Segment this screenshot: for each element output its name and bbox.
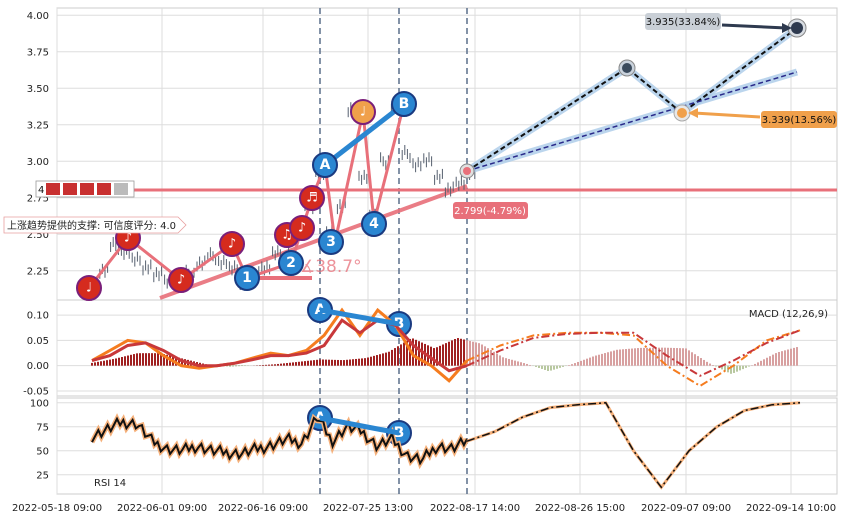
y-tick-label: 0.00 (27, 361, 49, 372)
y-tick-label: 75 (36, 422, 49, 433)
trend-label-text: 上涨趋势提供的支撑: 可信度评分: 4.0 (7, 219, 176, 232)
wave-marker (391, 91, 417, 117)
wave-marker (278, 250, 304, 276)
note-marker-glyph: ♪ (228, 237, 236, 252)
callout-mid: 3.339(13.56%) (688, 108, 837, 128)
note-marker (168, 267, 194, 293)
note-marker (350, 99, 376, 125)
callout-low: 2.799(-4.79%) (453, 202, 528, 219)
wave-marker-label: B (399, 96, 410, 112)
y-tick-label: 3.25 (27, 120, 49, 131)
trend-line (159, 184, 468, 300)
macd-title: MACD (12,26,9) (749, 309, 828, 320)
note-marker (219, 231, 245, 257)
wave-marker-label: 2 (286, 255, 296, 271)
x-tick-label: 2022-05-18 09:00 (12, 503, 102, 514)
y-tick-label: 0.10 (27, 311, 49, 322)
note-marker-glyph: ♪ (177, 273, 185, 288)
price-panel (56, 7, 838, 301)
y-tick-label: 25 (36, 470, 49, 481)
y-tick-label: 3.00 (27, 157, 49, 168)
macd-forecast-line (466, 329, 801, 388)
forecast-dark-upper (466, 27, 798, 172)
support-label: 4 (35, 180, 135, 198)
note-marker-glyph: ♪ (298, 221, 306, 236)
y-tick-label: -0.05 (23, 386, 49, 397)
x-tick-label: 2022-06-16 09:00 (218, 503, 308, 514)
y-tick-label: 50 (36, 446, 49, 457)
note-marker-glyph: ♩ (86, 281, 92, 296)
wave-marker-label: 4 (369, 216, 379, 232)
note-marker (76, 275, 102, 301)
wave-marker (318, 229, 344, 255)
price-drawings (57, 18, 837, 300)
x-tick-label: 2022-09-14 10:00 (746, 503, 836, 514)
rsi-ab-line (319, 415, 400, 436)
wave-marker-label: A (320, 157, 331, 173)
macd-ab-line (319, 307, 400, 327)
wave-marker-label: 3 (326, 234, 336, 250)
note-marker-glyph: ♬ (306, 191, 318, 206)
callout-low-text: 2.799(-4.79%) (454, 206, 526, 217)
note-marker-glyph: ♩ (360, 105, 366, 120)
wave-marker (234, 265, 260, 291)
forecast-dark-lower (466, 71, 798, 172)
wave-ab-line (323, 102, 406, 167)
x-tick-label: 2022-09-07 09:00 (641, 503, 731, 514)
callout-top-text: 3.935(33.84%) (646, 17, 721, 28)
wave-marker-label: 1 (242, 270, 252, 286)
callout-top: 3.935(33.84%) (645, 13, 792, 33)
macd-signal-line (91, 318, 468, 373)
note-marker (289, 215, 315, 241)
y-tick-label: 3.50 (27, 84, 49, 95)
y-tick-label: 0.05 (27, 336, 49, 347)
angle-label: ∡38.7° (300, 257, 362, 277)
y-tick-label: 2.25 (27, 266, 49, 277)
y-tick-label: 2.75 (27, 193, 49, 204)
x-tick-label: 2022-06-01 09:00 (117, 503, 207, 514)
x-tick-labels: 2022-05-18 09:00 2022-06-01 09:00 2022-06-… (12, 503, 836, 514)
x-tick-label: 2022-07-25 13:00 (323, 503, 413, 514)
note-marker-glyph: ♫ (281, 228, 293, 243)
wave-marker (361, 211, 387, 237)
x-tick-label: 2022-08-26 15:00 (535, 503, 625, 514)
svg-text:4: 4 (38, 185, 44, 196)
x-tick-label: 2022-08-17 14:00 (430, 503, 520, 514)
y-tick-label: 100 (30, 398, 49, 409)
rsi-forecast-line (466, 402, 801, 489)
y-tick-labels: 2.25 2.50 2.75 3.00 3.25 3.50 3.75 4.00 0.10 0.05… (23, 11, 49, 481)
trend-label: 上涨趋势提供的支撑: 可信度评分: 4.0 (3, 216, 187, 234)
note-marker (299, 185, 325, 211)
callout-mid-text: 3.339(13.56%) (762, 115, 837, 126)
y-tick-label: 3.75 (27, 47, 49, 58)
y-tick-label: 4.00 (27, 11, 49, 22)
wave-marker (312, 152, 338, 178)
note-marker-glyph: ♪ (124, 231, 132, 246)
macd-signal-forecast-line (466, 329, 801, 377)
rsi-line (91, 416, 468, 466)
grid-lines (56, 8, 837, 494)
rsi-title: RSI 14 (94, 478, 126, 489)
y-tick-label: 2.50 (27, 230, 49, 241)
